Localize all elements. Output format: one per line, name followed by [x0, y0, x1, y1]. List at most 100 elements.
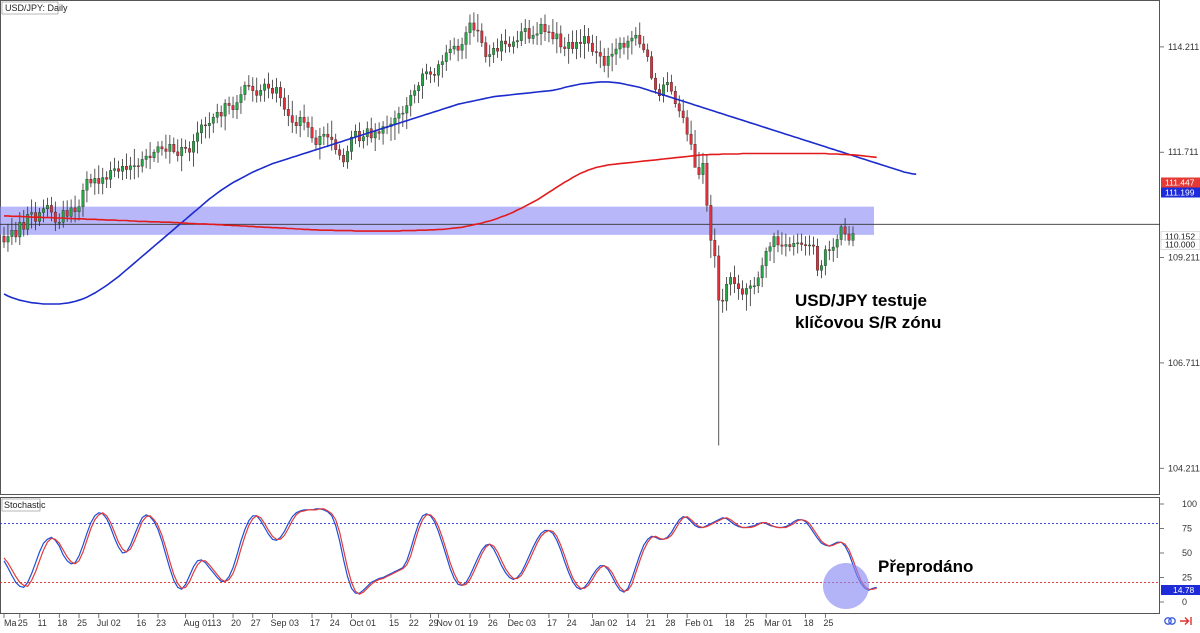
candle [61, 200, 65, 228]
candle [543, 14, 547, 42]
candle [839, 224, 843, 246]
candle [42, 199, 45, 223]
candle [239, 86, 243, 114]
candle [302, 104, 306, 131]
candle [73, 195, 77, 223]
candle [571, 30, 575, 54]
candle [180, 138, 184, 172]
candle [109, 161, 113, 189]
ma-red-line [4, 152, 877, 232]
candle [124, 153, 128, 179]
candle [780, 232, 784, 255]
candle [476, 14, 480, 43]
candle [677, 95, 681, 118]
arrow-right-icon[interactable] [1180, 617, 1192, 625]
candle [784, 233, 788, 257]
chart-title: USD/JPY: Daily [5, 3, 68, 13]
time-tick-label: 25 [744, 618, 754, 628]
candle [294, 115, 298, 134]
time-tick-label: 16 [136, 618, 146, 628]
candle [57, 213, 61, 229]
candle [369, 117, 373, 143]
candle [808, 235, 811, 256]
candle [847, 226, 851, 246]
candle [310, 116, 314, 143]
candle [472, 12, 476, 37]
candle [630, 30, 634, 55]
candle [725, 276, 729, 311]
candle [231, 96, 235, 119]
candle [772, 232, 776, 264]
candle [164, 134, 168, 159]
candle [590, 34, 594, 56]
candle [30, 199, 34, 229]
candle [93, 168, 97, 195]
candle [452, 37, 456, 55]
candle [113, 157, 116, 178]
candle [816, 238, 819, 277]
candle [286, 94, 290, 127]
oversold-highlight [823, 563, 869, 609]
candle [156, 141, 160, 163]
candle [551, 19, 555, 45]
candle [705, 155, 709, 212]
candle [144, 148, 148, 169]
time-tick-label: Aug 01 [184, 618, 213, 628]
candle [654, 73, 657, 94]
candle [172, 137, 176, 154]
time-tick-label: Feb 01 [685, 618, 713, 628]
time-tick-label: 27 [251, 618, 261, 628]
candle [444, 44, 448, 71]
candle [468, 14, 472, 45]
time-tick-label: Mar 01 [764, 618, 792, 628]
candle [646, 43, 650, 62]
candle [480, 23, 484, 47]
candle [823, 245, 827, 276]
svg-text:110.152: 110.152 [1165, 232, 1195, 242]
candle [417, 81, 421, 103]
candle [314, 129, 318, 151]
time-axis: Ma 25 11 18 25 Jul 02 16 23 Aug 01 13 20 27 Sep 03 17… [3, 614, 833, 628]
time-tick-label: 25 [18, 618, 28, 628]
candle [721, 288, 725, 313]
annotation-line-1: USD/JPY testuje [795, 291, 927, 310]
chart-title-box [1, 1, 59, 15]
svg-text:111.199: 111.199 [1165, 188, 1195, 198]
svg-text:111.447: 111.447 [1165, 178, 1195, 188]
candle [200, 119, 203, 144]
candle [342, 148, 346, 168]
candle [318, 127, 322, 160]
candle [85, 171, 89, 203]
time-tick-label: Jan 02 [590, 618, 617, 628]
candle [531, 25, 535, 45]
price-tick-label: 114.211 [1168, 42, 1199, 52]
candle [602, 48, 606, 73]
candle [196, 121, 199, 154]
candle [709, 194, 713, 259]
candle [330, 120, 334, 151]
candle [792, 235, 796, 256]
candle [160, 140, 164, 156]
candle [614, 38, 618, 66]
candle [559, 25, 563, 54]
candle [583, 25, 586, 59]
stoch-title: Stochastic [4, 500, 46, 510]
stoch-tick-label: 75 [1182, 524, 1192, 534]
candle [184, 139, 188, 154]
candle [547, 25, 551, 43]
link-icon[interactable] [1164, 617, 1176, 625]
candle [338, 144, 342, 160]
candle [448, 40, 452, 61]
price-label: 111.199 [1161, 187, 1200, 198]
candle [346, 145, 349, 169]
candle [812, 236, 815, 255]
candle [575, 30, 579, 60]
price-label: 111.447 [1161, 177, 1200, 188]
stoch-panel-frame [0, 497, 1160, 614]
candle [523, 19, 527, 44]
candle [634, 27, 638, 46]
time-tick-label: 21 [646, 618, 656, 628]
candle [425, 63, 428, 80]
time-tick-label: 15 [389, 618, 399, 628]
